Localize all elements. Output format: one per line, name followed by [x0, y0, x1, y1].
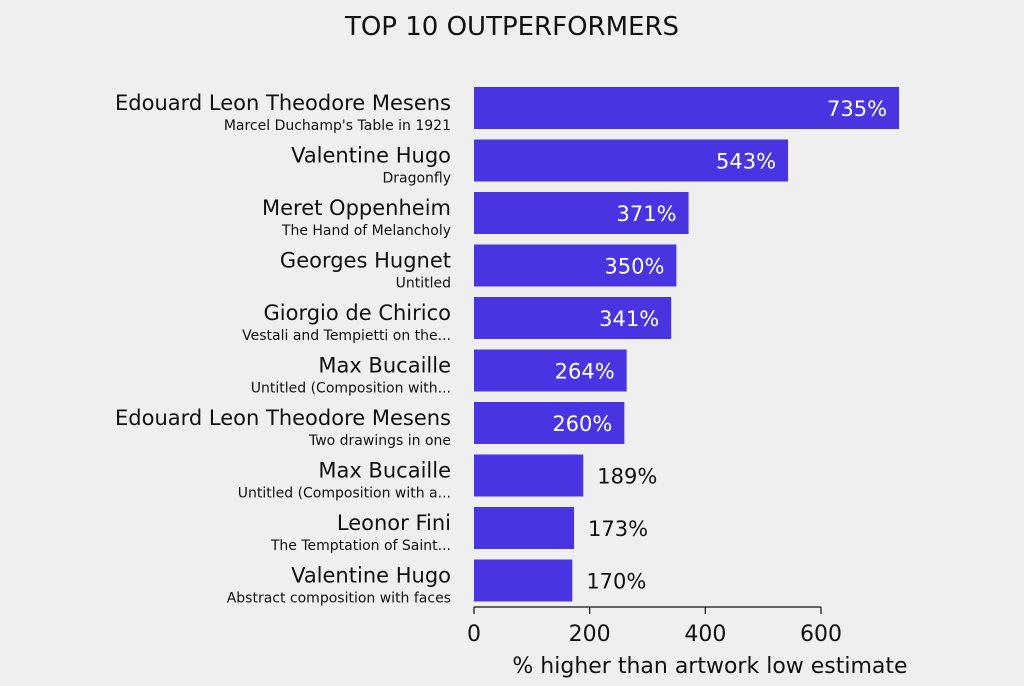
bar: [474, 349, 627, 392]
bars-group: 735% 543% 371% 350% 341% 264% 260% 189% 173% 170%: [474, 87, 900, 602]
category-labels-group: Edouard Leon Theodore Mesens Marcel Ducha…: [115, 91, 451, 607]
bar-value-label: 260%: [552, 412, 612, 436]
category-label-artwork: Untitled (Composition with a...: [238, 486, 451, 502]
category-label-artwork: Untitled (Composition with...: [251, 381, 451, 397]
bar-value-label: 173%: [588, 517, 648, 541]
bar: [474, 402, 625, 444]
category-label-artist: Giorgio de Chirico: [263, 301, 451, 325]
bar: [474, 192, 689, 234]
bar-value-label: 189%: [597, 465, 657, 489]
category-label-artist: Valentine Hugo: [291, 564, 451, 588]
bar-value-label: 264%: [555, 360, 615, 384]
bar-value-label: 371%: [617, 202, 677, 226]
bar: [474, 454, 584, 497]
category-label-artwork: Two drawings in one: [308, 433, 451, 449]
bar-value-label: 341%: [599, 307, 659, 331]
bar: [474, 244, 677, 287]
chart-title: TOP 10 OUTPERFORMERS: [344, 12, 679, 42]
category-label-artist: Leonor Fini: [337, 511, 451, 535]
category-label-artist: Max Bucaille: [318, 459, 451, 483]
bar-value-label: 543%: [716, 150, 776, 174]
x-axis-label: % higher than artwork low estimate: [512, 654, 907, 679]
category-label-artwork: Vestali and Tempietti on the...: [242, 328, 451, 344]
category-label-artist: Edouard Leon Theodore Mesens: [115, 406, 451, 430]
category-label-artist: Edouard Leon Theodore Mesens: [115, 91, 451, 115]
category-label-artwork: Marcel Duchamp's Table in 1921: [224, 118, 451, 134]
category-label-artwork: Untitled: [396, 276, 451, 292]
bar: [474, 507, 575, 549]
x-tick-label: 200: [569, 622, 611, 647]
bar: [474, 139, 789, 182]
bar-value-label: 350%: [604, 255, 664, 279]
category-label-artwork: Dragonfly: [382, 171, 451, 187]
x-tick-label: 400: [684, 622, 726, 647]
category-label-artist: Max Bucaille: [318, 354, 451, 378]
x-axis: 0 200 400 600: [467, 606, 842, 647]
bar-value-label: 170%: [586, 570, 646, 594]
category-label-artwork: Abstract composition with faces: [227, 591, 451, 607]
bar-value-label: 735%: [827, 97, 887, 121]
bar: [474, 297, 672, 339]
category-label-artist: Georges Hugnet: [280, 249, 451, 273]
x-tick-label: 0: [467, 622, 481, 647]
category-label-artist: Meret Oppenheim: [262, 196, 451, 220]
category-label-artist: Valentine Hugo: [291, 144, 451, 168]
category-label-artwork: The Temptation of Saint...: [270, 538, 451, 554]
bar: [474, 87, 900, 129]
bar: [474, 559, 573, 602]
x-tick-label: 600: [800, 622, 842, 647]
category-label-artwork: The Hand of Melancholy: [281, 223, 451, 239]
